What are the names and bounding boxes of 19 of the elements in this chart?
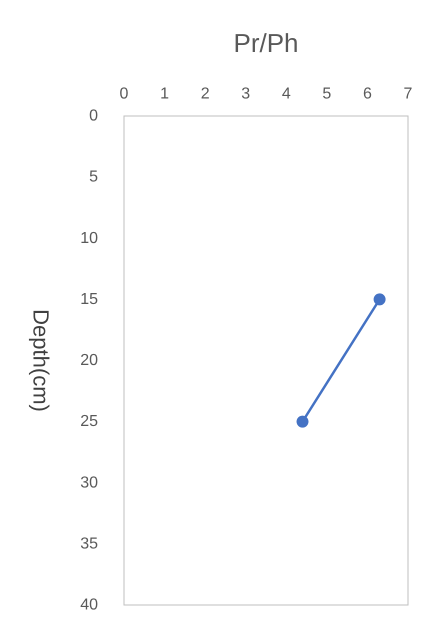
y-tick-label: 25 <box>80 413 98 430</box>
x-axis-title: Pr/Ph <box>233 28 299 58</box>
x-tick-label: 1 <box>160 86 170 102</box>
x-tick-label: 7 <box>404 86 413 102</box>
y-tick-label: 20 <box>80 352 98 369</box>
y-tick-label: 10 <box>80 230 98 247</box>
x-tick-label: 3 <box>241 86 250 102</box>
x-tick-label: 2 <box>200 86 210 102</box>
x-tick-label: 4 <box>282 86 291 102</box>
x-tick-label: 0 <box>120 86 129 102</box>
y-tick-label: 35 <box>80 535 98 552</box>
x-tick-label: 5 <box>322 86 332 102</box>
y-tick-label: 30 <box>80 474 98 492</box>
y-tick-label: 0 <box>89 108 98 124</box>
y-tick-label: 40 <box>80 596 98 614</box>
y-axis-title: Depth(cm) <box>28 309 54 412</box>
y-tick-label: 5 <box>89 168 98 186</box>
x-tick-label: 6 <box>362 86 372 102</box>
y-tick-label: 15 <box>80 290 98 308</box>
